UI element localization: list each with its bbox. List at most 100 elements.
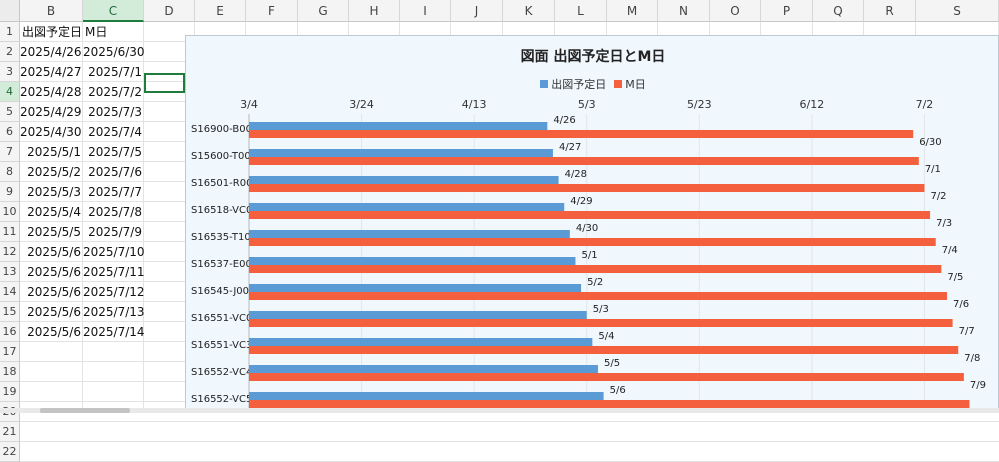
bar-m-10[interactable] [249, 400, 970, 408]
row-header-4[interactable]: 4 [0, 82, 20, 102]
cell-b8[interactable]: 2025/5/2 [27, 165, 81, 179]
column-header-o[interactable]: O [710, 0, 761, 22]
bar-m-9[interactable] [249, 373, 964, 381]
horizontal-scrollbar[interactable] [0, 408, 999, 413]
row-header-1[interactable]: 1 [0, 22, 20, 42]
row-header-8[interactable]: 8 [0, 162, 20, 182]
bar-plan-8[interactable] [249, 338, 593, 346]
cell-b6[interactable]: 2025/4/30 [20, 125, 82, 139]
legend-swatch [614, 80, 623, 88]
column-header-q[interactable]: Q [813, 0, 864, 22]
column-header-g[interactable]: G [298, 0, 349, 22]
column-header-c[interactable]: C [83, 0, 144, 22]
row-header-5[interactable]: 5 [0, 102, 20, 122]
bar-m-5[interactable] [249, 265, 942, 273]
cell-b3[interactable]: 2025/4/27 [20, 65, 82, 79]
bar-plan-9[interactable] [249, 365, 598, 373]
column-header-f[interactable]: F [246, 0, 298, 22]
cell-b16[interactable]: 2025/5/6 [27, 325, 81, 339]
row-header-3[interactable]: 3 [0, 62, 20, 82]
active-cell-d4[interactable] [144, 73, 185, 93]
cell-b5[interactable]: 2025/4/29 [20, 105, 82, 119]
column-header-h[interactable]: H [349, 0, 400, 22]
cell-b2[interactable]: 2025/4/26 [20, 45, 82, 59]
row-header-16[interactable]: 16 [0, 322, 20, 342]
cell-c5[interactable]: 2025/7/3 [88, 105, 142, 119]
cell-b9[interactable]: 2025/5/3 [27, 185, 81, 199]
bar-m-3[interactable] [249, 211, 931, 219]
cell-b14[interactable]: 2025/5/6 [27, 285, 81, 299]
row-header-15[interactable]: 15 [0, 302, 20, 322]
row-header-9[interactable]: 9 [0, 182, 20, 202]
cell-c4[interactable]: 2025/7/2 [88, 85, 142, 99]
row-header-21[interactable]: 21 [0, 422, 20, 442]
column-header-p[interactable]: P [761, 0, 813, 22]
bar-m-7[interactable] [249, 319, 953, 327]
bar-m-4[interactable] [249, 238, 936, 246]
cell-b13[interactable]: 2025/5/6 [27, 265, 81, 279]
column-header-e[interactable]: E [195, 0, 246, 22]
cell-b12[interactable]: 2025/5/6 [27, 245, 81, 259]
row-header-13[interactable]: 13 [0, 262, 20, 282]
bar-plan-4[interactable] [249, 230, 570, 238]
cell-b4[interactable]: 2025/4/28 [20, 85, 82, 99]
cell-c6[interactable]: 2025/7/4 [88, 125, 142, 139]
cell-c3[interactable]: 2025/7/1 [88, 65, 142, 79]
bar-plan-2[interactable] [249, 176, 559, 184]
row-header-12[interactable]: 12 [0, 242, 20, 262]
header-cell-b[interactable]: 出図予定日 [22, 25, 82, 39]
row-header-18[interactable]: 18 [0, 362, 20, 382]
row-header-14[interactable]: 14 [0, 282, 20, 302]
bar-m-1[interactable] [249, 157, 919, 165]
cell-b15[interactable]: 2025/5/6 [27, 305, 81, 319]
cell-c2[interactable]: 2025/6/30 [83, 45, 144, 59]
data-label: 4/30 [576, 223, 598, 234]
column-header-b[interactable]: B [20, 0, 83, 22]
cell-c15[interactable]: 2025/7/13 [83, 305, 144, 319]
row-header-11[interactable]: 11 [0, 222, 20, 242]
row-header-19[interactable]: 19 [0, 382, 20, 402]
bar-plan-5[interactable] [249, 257, 576, 265]
cell-c10[interactable]: 2025/7/8 [88, 205, 142, 219]
column-header-r[interactable]: R [864, 0, 916, 22]
bar-plan-1[interactable] [249, 149, 553, 157]
bar-plan-0[interactable] [249, 122, 548, 130]
column-header-n[interactable]: N [658, 0, 710, 22]
bar-m-6[interactable] [249, 292, 947, 300]
column-header-s[interactable]: S [916, 0, 999, 22]
bar-m-2[interactable] [249, 184, 925, 192]
cell-b10[interactable]: 2025/5/4 [27, 205, 81, 219]
cell-c9[interactable]: 2025/7/7 [88, 185, 142, 199]
bar-plan-6[interactable] [249, 284, 582, 292]
column-header-k[interactable]: K [503, 0, 555, 22]
bar-plan-7[interactable] [249, 311, 587, 319]
cell-c14[interactable]: 2025/7/12 [83, 285, 144, 299]
header-cell-c[interactable]: M日 [85, 25, 108, 39]
cell-c16[interactable]: 2025/7/14 [83, 325, 144, 339]
cell-c12[interactable]: 2025/7/10 [83, 245, 144, 259]
row-header-6[interactable]: 6 [0, 122, 20, 142]
bar-plan-3[interactable] [249, 203, 565, 211]
bar-m-8[interactable] [249, 346, 959, 354]
cell-b11[interactable]: 2025/5/5 [27, 225, 81, 239]
cell-c13[interactable]: 2025/7/11 [83, 265, 144, 279]
bar-chart[interactable]: 図面 出図予定日とM日 出図予定日 M日 3/4 3/24 4/13 5/3 5/23 6/… [185, 35, 999, 413]
bar-m-0[interactable] [249, 130, 914, 138]
select-all-corner[interactable] [0, 0, 20, 22]
scrollbar-thumb[interactable] [40, 408, 130, 413]
row-header-2[interactable]: 2 [0, 42, 20, 62]
cell-c11[interactable]: 2025/7/9 [88, 225, 142, 239]
cell-c8[interactable]: 2025/7/6 [88, 165, 142, 179]
column-header-j[interactable]: J [451, 0, 503, 22]
row-header-22[interactable]: 22 [0, 442, 20, 462]
column-header-i[interactable]: I [400, 0, 451, 22]
cell-c7[interactable]: 2025/7/5 [88, 145, 142, 159]
row-header-7[interactable]: 7 [0, 142, 20, 162]
column-header-d[interactable]: D [144, 0, 195, 22]
row-header-17[interactable]: 17 [0, 342, 20, 362]
cell-b7[interactable]: 2025/5/1 [27, 145, 81, 159]
column-header-m[interactable]: M [607, 0, 658, 22]
bar-plan-10[interactable] [249, 392, 604, 400]
row-header-10[interactable]: 10 [0, 202, 20, 222]
column-header-l[interactable]: L [555, 0, 607, 22]
